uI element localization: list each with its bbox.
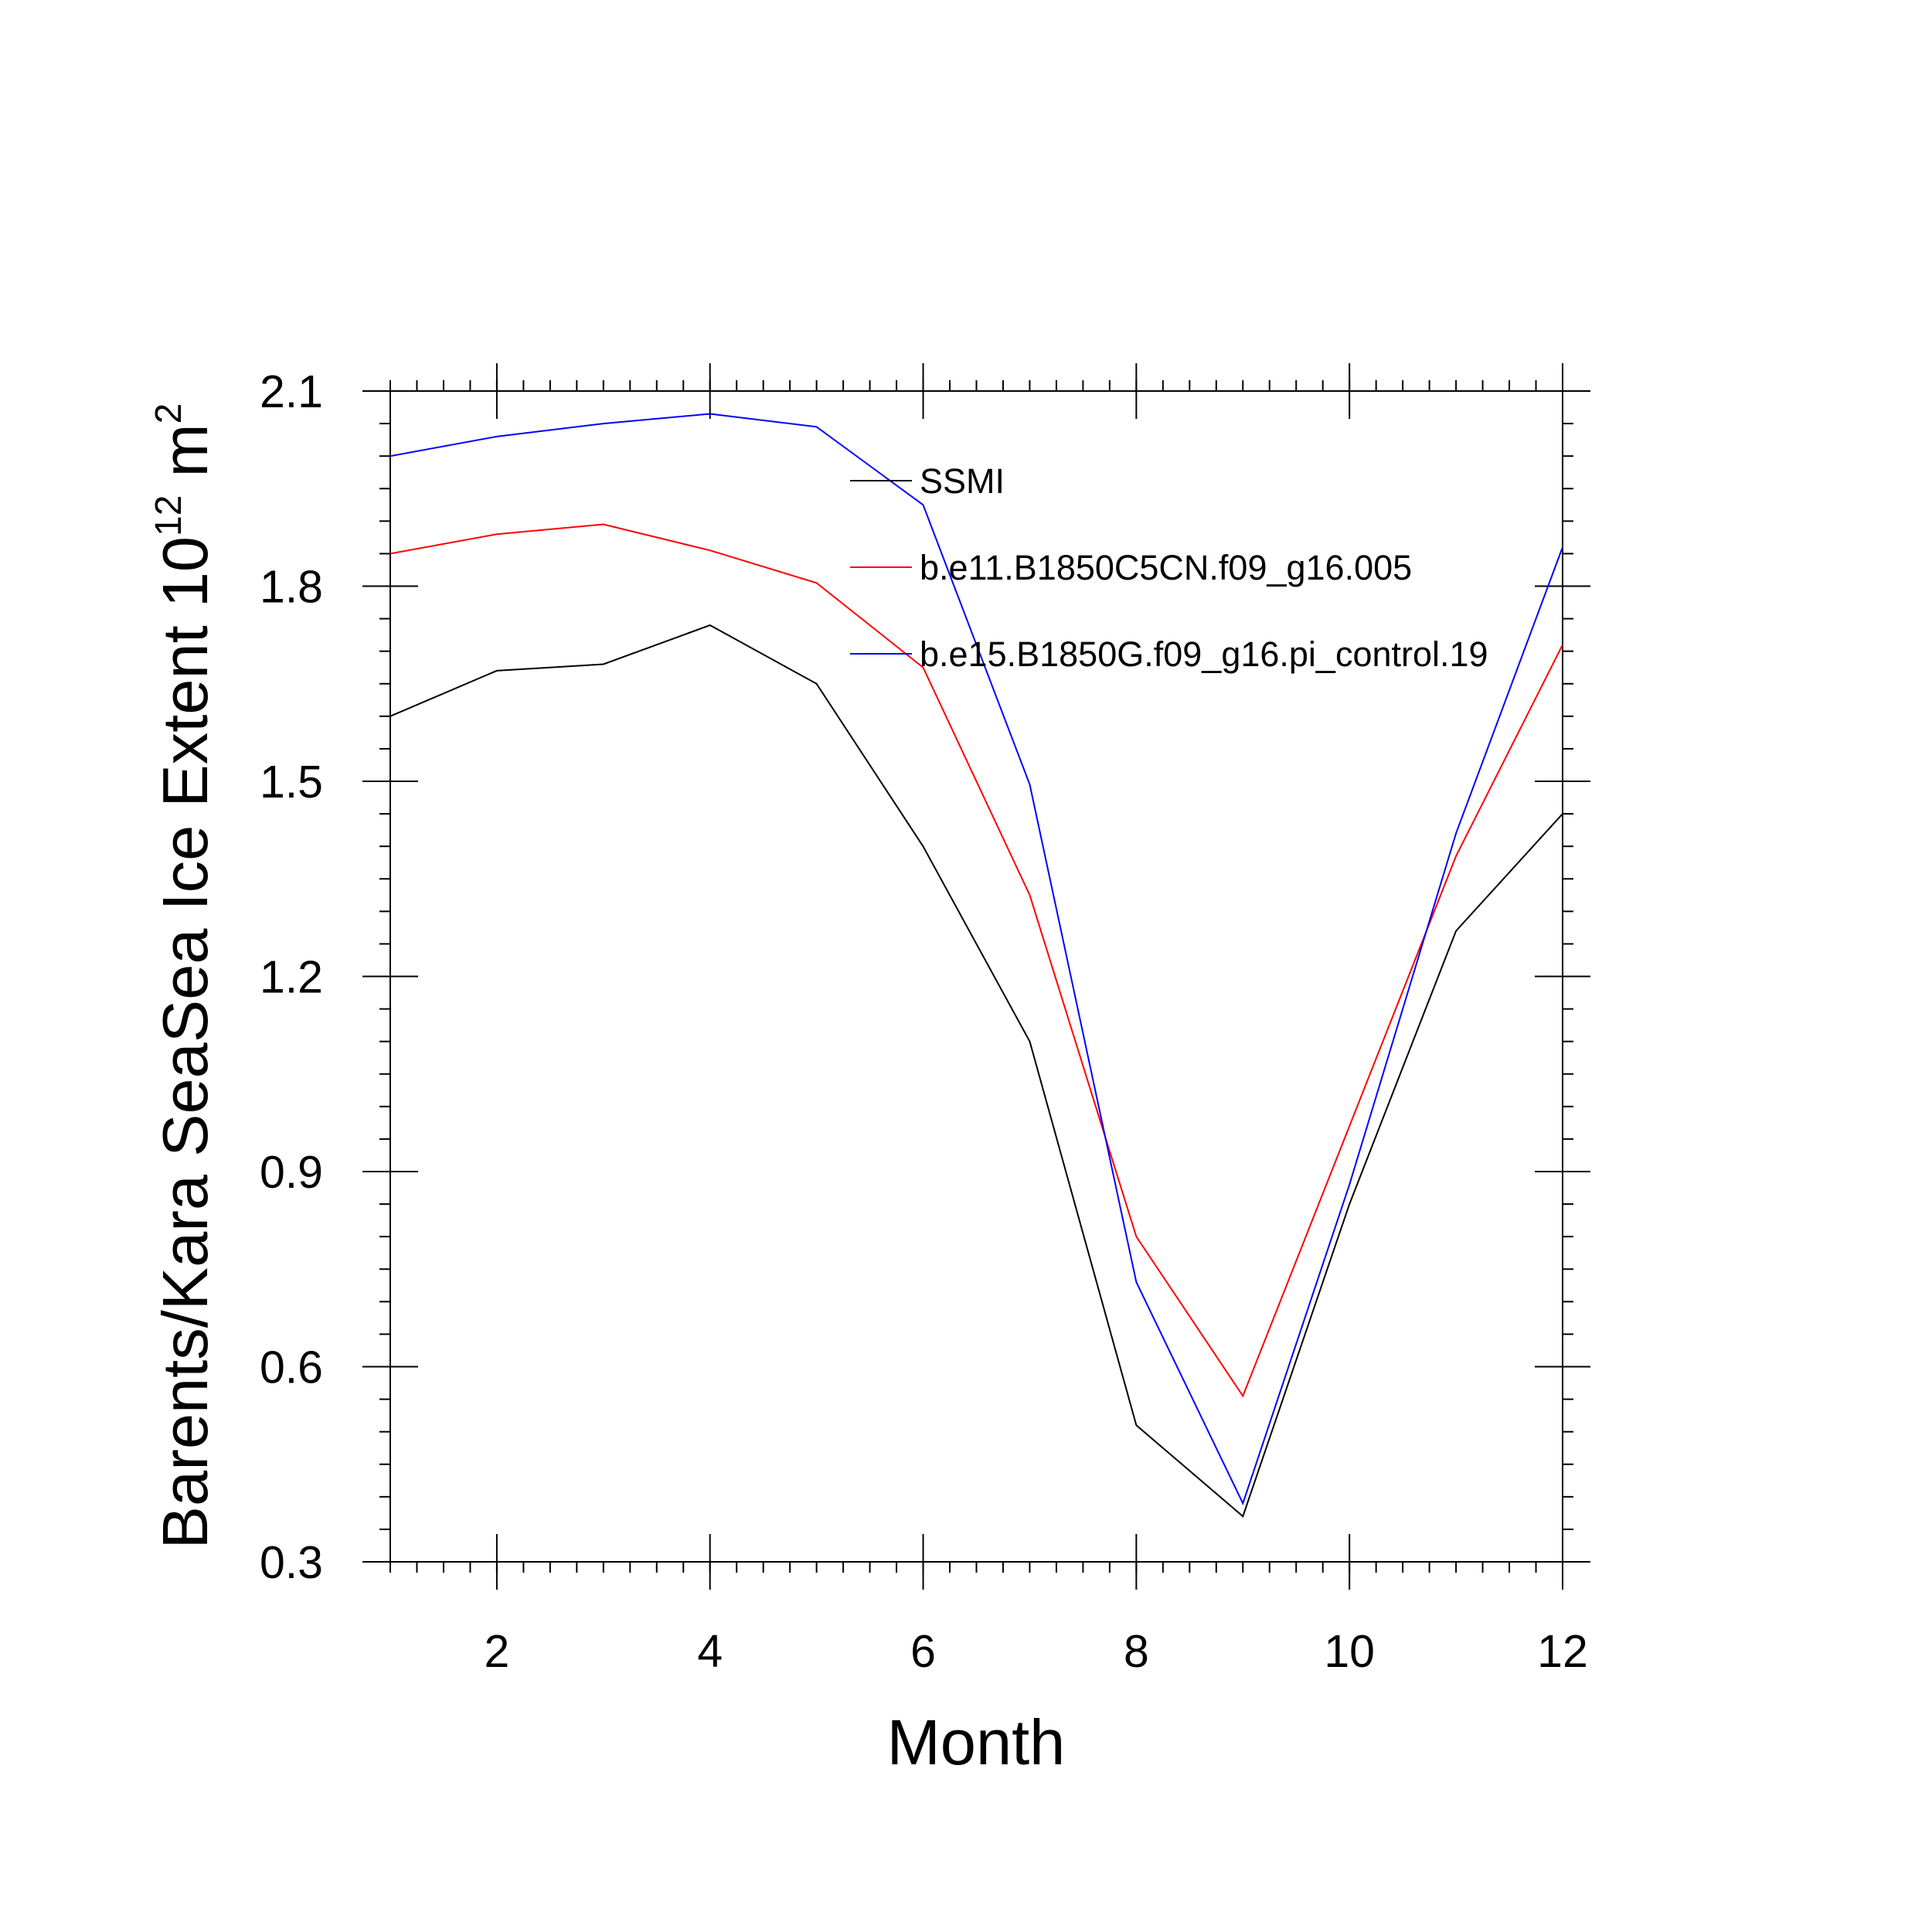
- x-axis-title: Month: [887, 1706, 1066, 1778]
- x-tick-labels: 2 4 6 8 10 12: [484, 1626, 1587, 1677]
- x-tick-label: 4: [697, 1626, 723, 1677]
- y-tick-label: 1.5: [260, 757, 323, 808]
- x-tick-label: 12: [1537, 1626, 1588, 1677]
- legend-label-2: b.e11.B1850C5CN.f09_g16.005: [920, 548, 1412, 587]
- x-tick-label: 10: [1324, 1626, 1375, 1677]
- y-tick-label: 0.3: [260, 1537, 323, 1588]
- y-tick-label: 2.1: [260, 366, 323, 417]
- y-tick-labels: 0.3 0.6 0.9 1.2 1.5 1.8 2.1: [260, 366, 323, 1588]
- legend: SSMI b.e11.B1850C5CN.f09_g16.005 b.e15.B18…: [850, 461, 1488, 674]
- series-line-1: [389, 624, 1563, 1518]
- x-tick-label: 2: [484, 1626, 509, 1677]
- y-axis-title-unit: m: [149, 423, 221, 495]
- y-tick-label: 0.9: [260, 1147, 323, 1198]
- y-axis-title-prefix: Barents/Kara SeaSea Ice Extent 10: [149, 536, 221, 1549]
- legend-label-3: b.e15.B1850G.f09_g16.pi_control.19: [920, 634, 1488, 674]
- y-axis-title-exponent-1: 12: [148, 495, 189, 536]
- series-line-2: [389, 523, 1563, 1398]
- major-ticks: [362, 363, 1590, 1590]
- y-axis-title-exponent-2: 2: [148, 403, 189, 424]
- y-tick-label: 1.2: [260, 952, 323, 1003]
- x-tick-label: 6: [910, 1626, 936, 1677]
- y-axis-title: Barents/Kara SeaSea Ice Extent 1012 m2: [148, 403, 221, 1549]
- x-tick-label: 8: [1124, 1626, 1149, 1677]
- y-tick-label: 1.8: [260, 562, 323, 613]
- series-line-3: [389, 413, 1563, 1505]
- y-tick-label: 0.6: [260, 1342, 323, 1393]
- series-lines: [389, 413, 1563, 1518]
- legend-label-1: SSMI: [920, 461, 1005, 501]
